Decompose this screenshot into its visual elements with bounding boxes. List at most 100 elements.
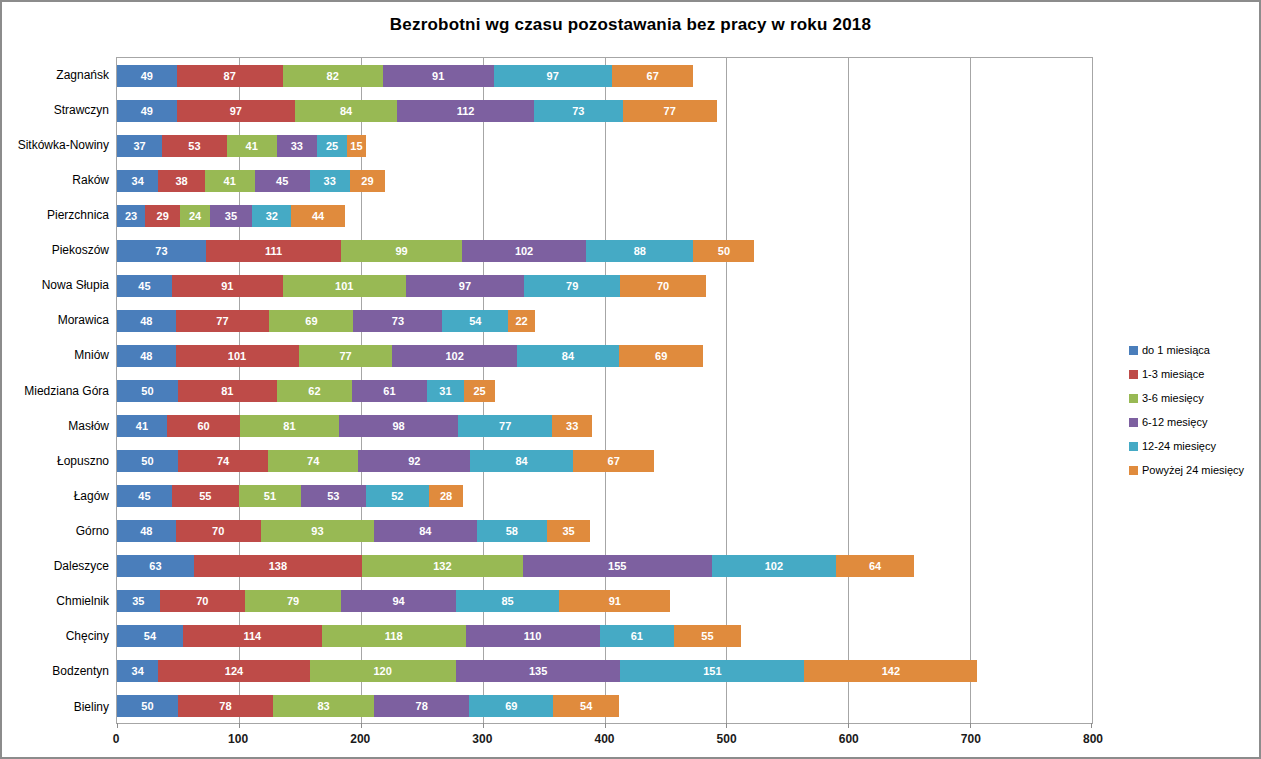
bar-segment: 25 bbox=[317, 135, 347, 157]
bar-segment: 74 bbox=[268, 450, 358, 472]
bar-row: 6313813215510264 bbox=[117, 548, 1092, 583]
bar-segment: 34 bbox=[117, 660, 158, 682]
bar-segment: 77 bbox=[299, 345, 393, 367]
bar-segment: 35 bbox=[210, 205, 253, 227]
legend-label: 3-6 miesięcy bbox=[1142, 392, 1204, 404]
bar-segment: 70 bbox=[176, 520, 261, 542]
legend-swatch-icon bbox=[1129, 418, 1138, 427]
legend-swatch-icon bbox=[1129, 394, 1138, 403]
chart-title: Bezrobotni wg czasu pozostawania bez pra… bbox=[2, 15, 1259, 35]
bar-row: 48101771028469 bbox=[117, 338, 1092, 373]
bar-segment: 45 bbox=[117, 485, 172, 507]
bar-segment: 142 bbox=[804, 660, 977, 682]
bar-stack: 4591101977970 bbox=[117, 275, 1092, 297]
x-axis-tick-500 bbox=[726, 723, 727, 728]
bar-segment: 155 bbox=[523, 555, 712, 577]
bar-segment: 50 bbox=[117, 450, 178, 472]
bar-row: 4591101977970 bbox=[117, 268, 1092, 303]
bar-stack: 416081987733 bbox=[117, 415, 1092, 437]
bar-segment: 55 bbox=[172, 485, 239, 507]
bar-segment: 114 bbox=[183, 625, 322, 647]
bar-segment: 99 bbox=[341, 240, 462, 262]
bar-segment: 88 bbox=[586, 240, 693, 262]
x-axis-tick-600 bbox=[848, 723, 849, 728]
legend-label: do 1 miesiąca bbox=[1142, 344, 1210, 356]
legend-item: 6-12 mesięcy bbox=[1129, 410, 1244, 434]
bar-segment: 94 bbox=[341, 590, 456, 612]
legend-label: 12-24 miesięcy bbox=[1142, 440, 1216, 452]
legend: do 1 miesiąca1-3 miesiące3-6 miesięcy6-1… bbox=[1129, 338, 1244, 482]
bar-segment: 51 bbox=[239, 485, 301, 507]
category-label: Sitkówka-Nowiny bbox=[2, 127, 109, 162]
bar-segment: 45 bbox=[255, 170, 310, 192]
bar-segment: 41 bbox=[205, 170, 255, 192]
x-tick-label-600: 600 bbox=[839, 732, 859, 746]
bar-segment: 78 bbox=[374, 695, 469, 717]
category-label: Miedziana Góra bbox=[2, 373, 109, 408]
bar-segment: 73 bbox=[117, 240, 206, 262]
bar-segment: 50 bbox=[117, 380, 178, 402]
bar-segment: 69 bbox=[619, 345, 703, 367]
bar-row: 541141181106155 bbox=[117, 618, 1092, 653]
bar-segment: 102 bbox=[392, 345, 516, 367]
bar-segment: 73 bbox=[353, 310, 442, 332]
x-axis-tick-400 bbox=[605, 723, 606, 728]
bar-segment: 102 bbox=[712, 555, 836, 577]
x-axis-tick-300 bbox=[483, 723, 484, 728]
bar-segment: 33 bbox=[310, 170, 350, 192]
bar-segment: 84 bbox=[517, 345, 619, 367]
category-label: Pierzchnica bbox=[2, 197, 109, 232]
bar-stack: 232924353244 bbox=[117, 205, 1092, 227]
bar-row: 232924353244 bbox=[117, 198, 1092, 233]
bar-segment: 29 bbox=[350, 170, 385, 192]
bar-segment: 132 bbox=[362, 555, 523, 577]
legend-label: 6-12 mesięcy bbox=[1142, 416, 1207, 428]
bar-segment: 138 bbox=[194, 555, 362, 577]
bar-row: 416081987733 bbox=[117, 408, 1092, 443]
bar-segment: 98 bbox=[339, 415, 458, 437]
bar-segment: 85 bbox=[456, 590, 560, 612]
bar-segment: 120 bbox=[310, 660, 456, 682]
bar-row: 73111991028850 bbox=[117, 233, 1092, 268]
bar-segment: 48 bbox=[117, 520, 176, 542]
bar-segment: 77 bbox=[623, 100, 717, 122]
bar-segment: 111 bbox=[206, 240, 341, 262]
x-tick-label-200: 200 bbox=[350, 732, 370, 746]
bar-segment: 77 bbox=[458, 415, 552, 437]
bar-rows: 4987829197674997841127377375341332515343… bbox=[117, 58, 1092, 723]
bar-segment: 37 bbox=[117, 135, 162, 157]
bar-segment: 77 bbox=[176, 310, 270, 332]
bar-segment: 92 bbox=[358, 450, 470, 472]
bar-stack: 541141181106155 bbox=[117, 625, 1092, 647]
bar-segment: 35 bbox=[547, 520, 590, 542]
legend-item: 12-24 miesięcy bbox=[1129, 434, 1244, 458]
bar-segment: 69 bbox=[469, 695, 553, 717]
bar-stack: 73111991028850 bbox=[117, 240, 1092, 262]
x-tick-label-800: 800 bbox=[1083, 732, 1103, 746]
bar-row: 508162613125 bbox=[117, 373, 1092, 408]
bar-segment: 54 bbox=[442, 310, 508, 332]
category-label: Bieliny bbox=[2, 689, 109, 724]
bar-row: 507474928467 bbox=[117, 443, 1092, 478]
bar-segment: 54 bbox=[117, 625, 183, 647]
bar-stack: 343841453329 bbox=[117, 170, 1092, 192]
bar-segment: 53 bbox=[162, 135, 227, 157]
bar-segment: 118 bbox=[322, 625, 466, 647]
bar-segment: 15 bbox=[347, 135, 365, 157]
bar-stack: 34124120135151142 bbox=[117, 660, 1092, 682]
bar-segment: 67 bbox=[573, 450, 655, 472]
x-axis-tick-100 bbox=[239, 723, 240, 728]
bar-segment: 83 bbox=[273, 695, 374, 717]
bar-segment: 79 bbox=[524, 275, 620, 297]
bar-segment: 23 bbox=[117, 205, 145, 227]
bar-segment: 58 bbox=[477, 520, 548, 542]
bar-segment: 97 bbox=[494, 65, 612, 87]
legend-item: do 1 miesiąca bbox=[1129, 338, 1244, 362]
bar-segment: 124 bbox=[158, 660, 309, 682]
plot-area: 4987829197674997841127377375341332515343… bbox=[116, 57, 1093, 724]
x-axis-tick-200 bbox=[361, 723, 362, 728]
bar-segment: 93 bbox=[261, 520, 374, 542]
bar-stack: 507883786954 bbox=[117, 695, 1092, 717]
bar-stack: 498782919767 bbox=[117, 65, 1092, 87]
category-label: Nowa Słupia bbox=[2, 268, 109, 303]
